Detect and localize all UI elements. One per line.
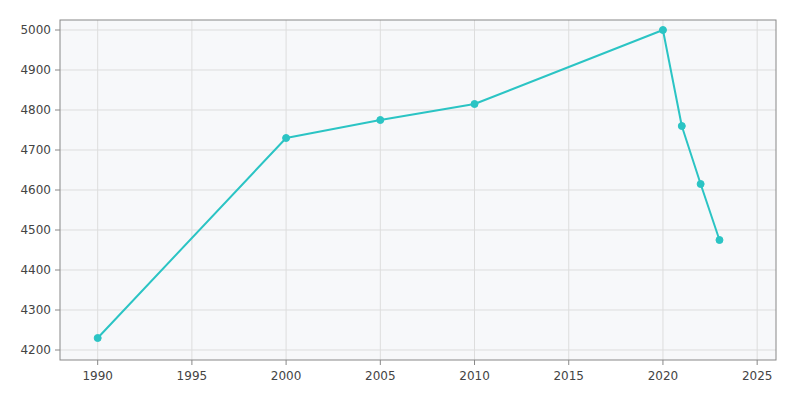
- x-tick: [568, 360, 569, 365]
- y-tick: [55, 110, 60, 111]
- y-grid-line: [60, 150, 776, 151]
- y-tick-label: 4900: [20, 63, 51, 77]
- y-tick-label: 5000: [20, 23, 51, 37]
- grid: [55, 20, 776, 365]
- data-point: [94, 335, 101, 342]
- x-tick-label: 1990: [82, 369, 113, 383]
- tick-labels: 1990 1995 2000 2005 2010 2015 2020 2025 4200 4300…: [20, 23, 772, 383]
- data-point: [377, 117, 384, 124]
- x-tick-label: 2015: [553, 369, 584, 383]
- data-point: [678, 123, 685, 130]
- x-tick: [380, 360, 381, 365]
- x-tick-label: 2025: [742, 369, 773, 383]
- y-tick-label: 4700: [20, 143, 51, 157]
- y-grid-line: [60, 190, 776, 191]
- plot-background: [60, 20, 776, 360]
- plot-frame: [60, 20, 776, 360]
- y-tick: [55, 270, 60, 271]
- x-tick: [662, 360, 663, 365]
- x-tick: [191, 360, 192, 365]
- x-tick-label: 1995: [177, 369, 208, 383]
- data-layer: [94, 27, 723, 342]
- y-tick-label: 4600: [20, 183, 51, 197]
- data-line: [98, 30, 720, 338]
- y-tick: [55, 230, 60, 231]
- y-tick-label: 4800: [20, 103, 51, 117]
- x-tick-label: 2010: [459, 369, 490, 383]
- y-grid-line: [60, 270, 776, 271]
- data-point: [716, 237, 723, 244]
- y-tick: [55, 70, 60, 71]
- y-tick-label: 4400: [20, 263, 51, 277]
- y-tick: [55, 310, 60, 311]
- y-tick: [55, 150, 60, 151]
- y-grid-line: [60, 350, 776, 351]
- y-grid-line: [60, 310, 776, 311]
- y-grid-line: [60, 230, 776, 231]
- y-tick: [55, 350, 60, 351]
- x-tick: [757, 360, 758, 365]
- y-tick-label: 4300: [20, 303, 51, 317]
- chart-container: 1990 1995 2000 2005 2010 2015 2020 2025 4200 4300…: [0, 0, 800, 400]
- y-grid-line: [60, 70, 776, 71]
- x-tick: [474, 360, 475, 365]
- data-point: [697, 181, 704, 188]
- y-tick-label: 4500: [20, 223, 51, 237]
- y-tick: [55, 190, 60, 191]
- y-grid-line: [60, 30, 776, 31]
- chart-svg: 1990 1995 2000 2005 2010 2015 2020 2025 4200 4300…: [0, 0, 800, 400]
- data-point: [659, 27, 666, 34]
- x-tick-label: 2005: [365, 369, 396, 383]
- data-point: [471, 101, 478, 108]
- x-tick-label: 2000: [271, 369, 302, 383]
- x-tick: [286, 360, 287, 365]
- y-tick: [55, 30, 60, 31]
- x-tick: [97, 360, 98, 365]
- data-point: [283, 135, 290, 142]
- y-tick-label: 4200: [20, 343, 51, 357]
- y-grid-line: [60, 110, 776, 111]
- x-tick-label: 2020: [648, 369, 679, 383]
